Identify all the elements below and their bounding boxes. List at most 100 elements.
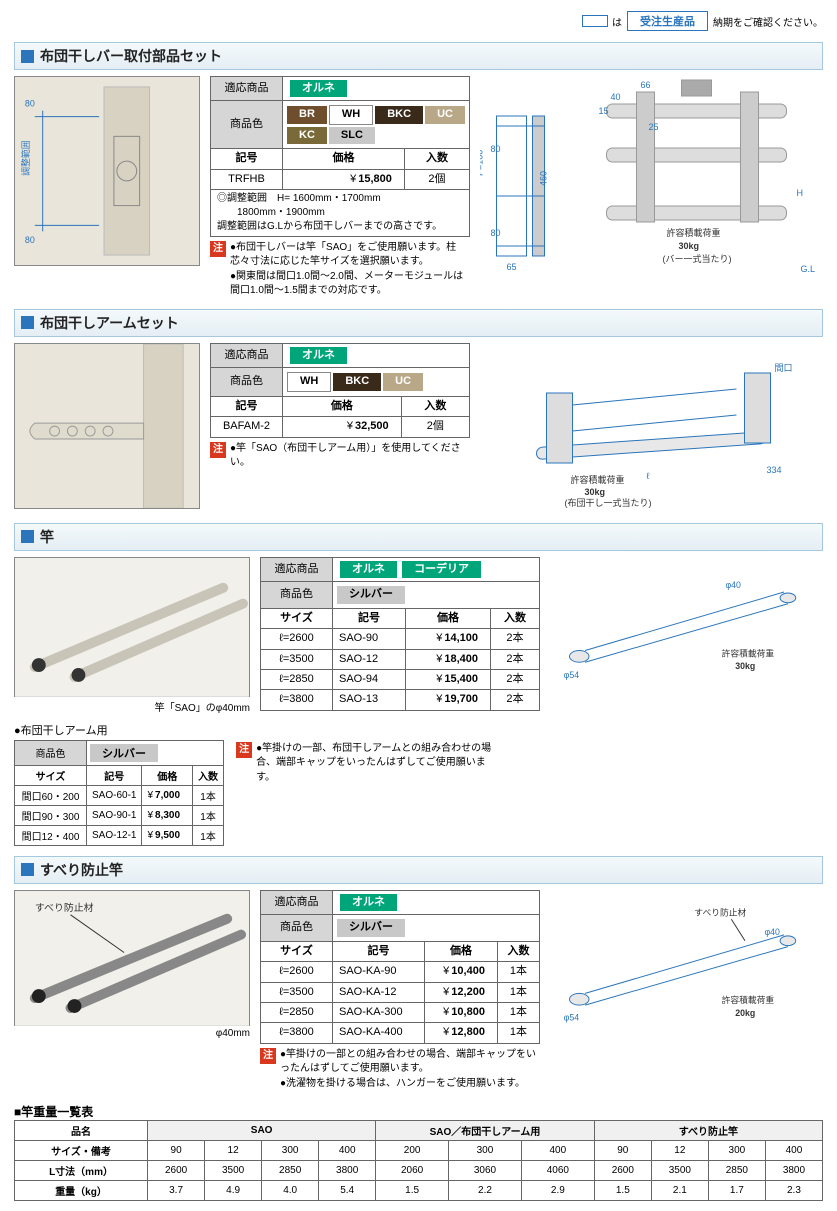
svg-text:40: 40 (611, 92, 621, 102)
svg-text:H: H (797, 188, 804, 198)
section2-diagram: ℓ 334 間口 許容積載荷重 30kg (布団干し一式当たり) (480, 343, 823, 513)
section4-title-text: すべり防止竿 (40, 860, 123, 880)
color-chip: BR (287, 106, 327, 123)
svg-text:460: 460 (539, 171, 549, 186)
section4-table: 適応商品 オルネ 商品色 シルバー サイズ 記号 価格 入数 ℓ=2600SAO… (260, 890, 540, 1044)
title-square-icon (21, 863, 34, 876)
svg-text:25: 25 (649, 122, 659, 132)
table-row: ℓ=2600SAO-KA-90¥10,4001本 (261, 962, 540, 982)
section3-notes: 注 竿掛けの一部、布団干しアームとの組み合わせの場合、端部キャップをいったんはず… (236, 742, 496, 786)
svg-text:80: 80 (25, 235, 35, 245)
table-row: ℓ=3800SAO-KA-400¥12,8001本 (261, 1023, 540, 1043)
weight-table: 品名SAOSAO／布団干しアーム用すべり防止竿 サイズ・備考9012300400… (14, 1120, 823, 1201)
table-row: TRFHB ¥15,800 2個 (211, 169, 470, 189)
svg-text:間口: 間口 (775, 363, 793, 373)
svg-text:80: 80 (491, 228, 501, 238)
caution-icon: 注 (236, 742, 252, 758)
svg-text:65: 65 (507, 262, 517, 272)
title-square-icon (21, 50, 34, 63)
section4-photo-caption: φ40mm (14, 1028, 250, 1039)
madeorder-swatch (582, 15, 608, 27)
section2-title-text: 布団干しアームセット (40, 313, 179, 333)
top-note: は 受注生産品 納期をご確認ください。 (14, 10, 823, 32)
svg-text:すべり防止材: すべり防止材 (35, 901, 94, 914)
note-item: 竿掛けの一部、布団干しアームとの組み合わせの場合、端部キャップをいったんはずして… (256, 742, 496, 786)
col-qty: 入数 (404, 149, 469, 169)
color-label: 商品色 (211, 101, 283, 149)
table-row: ℓ=2850SAO-KA-300¥10,8001本 (261, 1002, 540, 1022)
topnote-tag: 受注生産品 (627, 11, 708, 31)
table-row: ℓ=3800SAO-13¥19,7002本 (261, 690, 540, 710)
section1-table: 適応商品 オルネ 商品色 BRWHBKCUC KCSLC 記号 価格 入数 TRF… (210, 76, 470, 237)
section1-title: 布団干しバー取付部品セット (14, 42, 823, 70)
table-row: ℓ=2850SAO-94¥15,4002本 (261, 669, 540, 689)
col-price: 価格 (283, 149, 405, 169)
svg-text:φ54: φ54 (564, 670, 580, 680)
section3-subheading: 布団干しアーム用 (14, 722, 224, 738)
svg-text:15: 15 (599, 106, 609, 116)
table-row: BAFAM-2 ¥32,500 2個 (211, 417, 470, 437)
table-row: ℓ=3500SAO-12¥18,4002本 (261, 649, 540, 669)
section4-photo: すべり防止材 (14, 890, 250, 1026)
svg-text:ℓ: ℓ (647, 471, 651, 481)
section2-table: 適応商品 オルネ 商品色 WHBKCUC 記号 価格 入数 BAFAM-2 ¥3… (210, 343, 470, 438)
section1-title-text: 布団干しバー取付部品セット (40, 46, 222, 66)
svg-text:許容積載荷重: 許容積載荷重 (571, 474, 625, 485)
svg-text:P=100: P=100 (480, 150, 485, 176)
svg-text:(布団干し一式当たり): (布団干し一式当たり) (565, 497, 652, 508)
col-code: 記号 (211, 149, 283, 169)
table-row: ℓ=2600SAO-90¥14,1002本 (261, 629, 540, 649)
svg-text:G.L: G.L (801, 264, 816, 274)
svg-text:80: 80 (491, 144, 501, 154)
title-square-icon (21, 316, 34, 329)
color-chip: WH (329, 105, 373, 124)
section3-title: 竿 (14, 523, 823, 551)
section3-table: 適応商品 オルネ コーデリア 商品色 シルバー サイズ 記号 価格 入数 ℓ=2… (260, 557, 540, 711)
svg-text:許容積載荷重: 許容積載荷重 (667, 227, 721, 238)
table-row: ℓ=3500SAO-KA-12¥12,2001本 (261, 982, 540, 1002)
color-chip: UC (425, 106, 465, 123)
svg-text:φ40: φ40 (726, 580, 742, 590)
color-chip: シルバー (90, 744, 158, 762)
svg-text:許容積載荷重: 許容積載荷重 (722, 994, 775, 1005)
color-chip: BKC (375, 106, 423, 123)
section4-title: すべり防止竿 (14, 856, 823, 884)
svg-text:すべり防止材: すべり防止材 (694, 906, 746, 917)
range-cell: ◎調整範囲 H= 1600mm・1700mm 1800mm・1900mm 調整範… (211, 189, 470, 236)
section3-photo-caption: 竿「SAO」のφ40mm (14, 699, 250, 714)
section1-notes: 注 布団干しバーは竿「SAO」をご使用願います。柱芯々寸法に応じた竿サイズを選択… (210, 241, 470, 299)
applicable-cell: オルネ (283, 77, 470, 101)
caution-icon: 注 (210, 442, 226, 458)
topnote-pre: は (612, 14, 622, 29)
section2-title: 布団干しアームセット (14, 309, 823, 337)
color-chip: シルバー (337, 919, 405, 936)
section3-subtable: 商品色 シルバー サイズ 記号 価格 入数 間口60・200SAO-60-1¥7… (14, 740, 224, 846)
note-item: 洗濯物を掛ける場合は、ハンガーをご使用願います。 (280, 1077, 540, 1092)
applicable-label: 適応商品 (211, 77, 283, 101)
svg-text:80: 80 (25, 99, 35, 109)
section3-diagram: φ40 φ54 許容積載荷重 30kg (550, 557, 823, 707)
section3-photo (14, 557, 250, 697)
svg-text:調整範囲: 調整範囲 (20, 140, 31, 176)
topnote-post: 納期をご確認ください。 (713, 14, 823, 29)
table-row: 間口90・300SAO-90-1¥8,3001本 (15, 805, 224, 825)
note-item: 関東間は間口1.0間～2.0間、メーターモジュールは間口1.0間～1.5間までの… (230, 270, 470, 299)
note-item: 布団干しバーは竿「SAO」をご使用願います。柱芯々寸法に応じた竿サイズを選択願い… (230, 241, 470, 270)
title-square-icon (21, 530, 34, 543)
svg-text:30kg: 30kg (679, 241, 700, 251)
section1-photo: 80 80 調整範囲 (14, 76, 200, 266)
svg-text:許容積載荷重: 許容積載荷重 (722, 647, 775, 658)
color-chip: KC (287, 127, 327, 144)
svg-text:30kg: 30kg (585, 487, 606, 497)
svg-text:20kg: 20kg (735, 1008, 755, 1018)
svg-text:30kg: 30kg (735, 661, 755, 671)
svg-text:φ54: φ54 (564, 1013, 580, 1023)
weight-heading: 竿重量一覧表 (14, 1103, 823, 1120)
note-item: 竿掛けの一部との組み合わせの場合、端部キャップをいったんはずしてご使用願います。 (280, 1048, 540, 1077)
section2-notes: 注 竿「SAO（布団干しアーム用）」を使用してください。 (210, 442, 470, 471)
color-chip: SLC (329, 127, 375, 144)
section3-title-text: 竿 (40, 527, 54, 547)
note-item: 竿「SAO（布団干しアーム用）」を使用してください。 (230, 442, 470, 471)
svg-text:(バー一式当たり): (バー一式当たり) (663, 253, 732, 264)
section4-diagram: すべり防止材 φ40 φ54 許容積載荷重 20kg (550, 890, 823, 1050)
